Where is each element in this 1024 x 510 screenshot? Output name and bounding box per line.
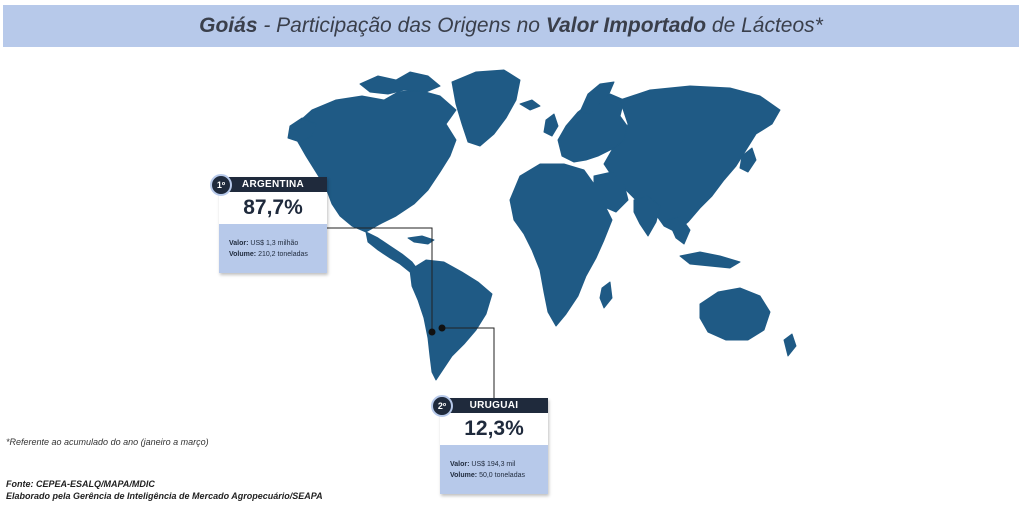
volume-label: Volume: bbox=[450, 472, 478, 479]
indonesia-islands bbox=[679, 251, 741, 269]
title-emphasis: Valor Importado bbox=[545, 14, 707, 37]
rank-badge-uruguai: 2º bbox=[431, 395, 453, 417]
title-bar: Goiás - Participação das Origens no Valo… bbox=[3, 5, 1019, 47]
title-separator: - bbox=[257, 14, 277, 37]
india-landmass bbox=[633, 195, 661, 237]
card-details-uruguai: Valor: US$ 194,3 mil Volume: 50,0 tonela… bbox=[440, 445, 548, 494]
title-suffix: de Lácteos* bbox=[706, 14, 823, 37]
caribbean-islands bbox=[407, 235, 435, 245]
card-country-uruguai: URUGUAI bbox=[440, 398, 548, 413]
new-zealand-landmass bbox=[783, 333, 797, 357]
value-label: Valor: bbox=[450, 461, 470, 468]
argentina-origin-dot bbox=[428, 328, 436, 336]
page-title: Goiás - Participação das Origens no Valo… bbox=[199, 14, 823, 38]
value-label: Valor: bbox=[229, 240, 249, 247]
author-line: Elaborado pela Gerência de Inteligência … bbox=[6, 491, 323, 501]
card-value-row: Valor: US$ 1,3 milhão bbox=[229, 238, 327, 249]
card-share-argentina: 87,7% bbox=[219, 192, 327, 224]
card-country-argentina: ARGENTINA bbox=[219, 177, 327, 192]
iceland-landmass bbox=[519, 99, 541, 111]
source-line: Fonte: CEPEA-ESALQ/MAPA/MDIC bbox=[6, 479, 155, 489]
title-state: Goiás bbox=[199, 14, 258, 37]
card-share-uruguai: 12,3% bbox=[440, 413, 548, 445]
uruguay-origin-dot bbox=[438, 324, 446, 332]
source-credits: Fonte: CEPEA-ESALQ/MAPA/MDIC Elaborado p… bbox=[6, 478, 323, 502]
southeast-asia-landmass bbox=[667, 215, 691, 245]
greenland-landmass bbox=[451, 69, 521, 147]
value-amount: US$ 194,3 mil bbox=[471, 461, 516, 468]
rank-badge-argentina: 1º bbox=[210, 174, 232, 196]
madagascar-landmass bbox=[599, 281, 613, 309]
card-volume-row: Volume: 210,2 toneladas bbox=[229, 249, 327, 260]
card-value-row: Valor: US$ 194,3 mil bbox=[450, 459, 548, 470]
value-amount: US$ 1,3 milhão bbox=[250, 240, 299, 247]
volume-amount: 50,0 toneladas bbox=[479, 472, 525, 479]
south-america-landmass bbox=[409, 259, 493, 381]
alaska-landmass bbox=[287, 117, 317, 143]
card-volume-row: Volume: 50,0 toneladas bbox=[450, 470, 548, 481]
title-text: Participação das Origens no bbox=[276, 14, 546, 37]
volume-amount: 210,2 toneladas bbox=[258, 251, 308, 258]
footnote: *Referente ao acumulado do ano (janeiro … bbox=[6, 437, 209, 447]
uk-landmass bbox=[543, 113, 559, 137]
japan-landmass bbox=[739, 147, 757, 173]
africa-landmass bbox=[509, 163, 613, 327]
volume-label: Volume: bbox=[229, 251, 257, 258]
australia-landmass bbox=[699, 287, 771, 341]
origin-card-argentina: ARGENTINA 87,7% Valor: US$ 1,3 milhão Vo… bbox=[219, 177, 327, 273]
origin-card-uruguai: URUGUAI 12,3% Valor: US$ 194,3 mil Volum… bbox=[440, 398, 548, 494]
card-details-argentina: Valor: US$ 1,3 milhão Volume: 210,2 tone… bbox=[219, 224, 327, 273]
arctic-islands bbox=[359, 71, 441, 95]
scandinavia-landmass bbox=[579, 81, 615, 115]
north-america-landmass bbox=[291, 89, 457, 233]
argentina-connector-line bbox=[327, 227, 433, 330]
uruguay-connector-line bbox=[442, 327, 495, 398]
